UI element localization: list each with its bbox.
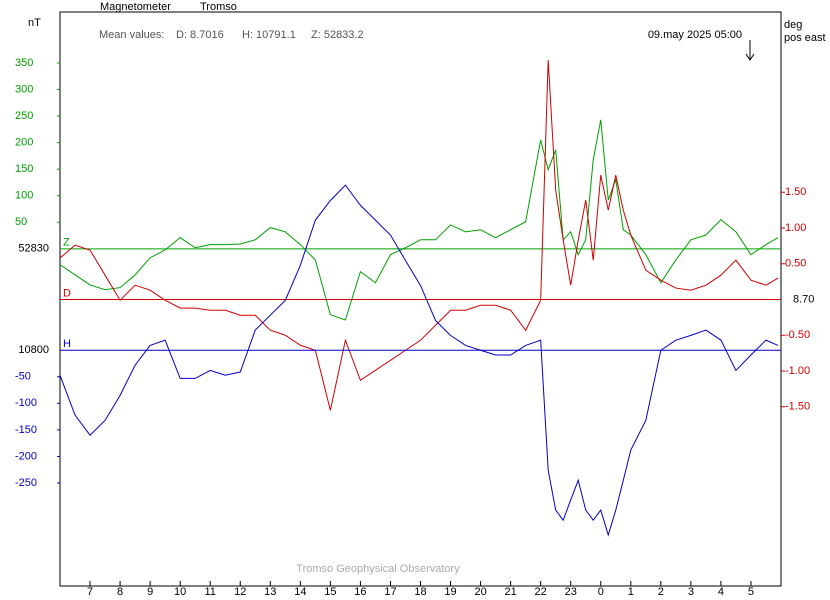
x-tick-label: 11 bbox=[204, 586, 215, 598]
series-line bbox=[59, 184, 779, 537]
station: Tromso bbox=[200, 1, 237, 13]
y-tick-label: 300 bbox=[15, 83, 33, 95]
y-tick-label: 150 bbox=[15, 163, 33, 175]
x-tick-label: 5 bbox=[748, 586, 754, 598]
y-tick-label: 250 bbox=[15, 110, 33, 122]
x-tick-label: 4 bbox=[718, 586, 724, 598]
y-tick-label: -50 bbox=[15, 371, 31, 383]
y2-tick-label: 1.00 bbox=[785, 222, 806, 234]
footer: Tromso Geophysical Observatory bbox=[296, 563, 460, 575]
y-tick-label: 100 bbox=[15, 190, 33, 202]
x-tick-label: 15 bbox=[324, 586, 336, 598]
series-name: H bbox=[63, 338, 71, 350]
series-line bbox=[59, 119, 779, 321]
x-tick-label: 21 bbox=[505, 586, 517, 598]
y-tick-label: 10800 bbox=[18, 344, 49, 356]
right-unit: deg bbox=[784, 19, 802, 31]
x-tick-label: 19 bbox=[444, 586, 456, 598]
x-tick-label: 8 bbox=[117, 586, 123, 598]
x-tick-label: 2 bbox=[658, 586, 664, 598]
right-unit: pos east bbox=[784, 32, 826, 44]
y2-tick-label: 8.70 bbox=[793, 293, 814, 305]
x-tick-label: 10 bbox=[174, 586, 186, 598]
y-tick-label: 350 bbox=[15, 57, 33, 69]
time-arrow bbox=[745, 40, 755, 61]
timestamp: 09.may 2025 05:00 bbox=[648, 29, 742, 41]
y-tick-label: 52830 bbox=[18, 243, 49, 255]
chart-title: Magnetometer bbox=[100, 1, 171, 13]
x-tick-label: 18 bbox=[414, 586, 426, 598]
series-name: D bbox=[63, 287, 71, 299]
y2-tick-label: 1.50 bbox=[785, 186, 806, 198]
x-tick-label: 3 bbox=[688, 586, 694, 598]
series-line bbox=[59, 59, 779, 411]
y-tick-label: -150 bbox=[15, 424, 37, 436]
x-tick-label: 17 bbox=[384, 586, 396, 598]
x-tick-label: 13 bbox=[264, 586, 276, 598]
y-tick-label: -200 bbox=[15, 450, 37, 462]
x-tick-label: 22 bbox=[535, 586, 547, 598]
x-tick-label: 12 bbox=[234, 586, 246, 598]
plot-frame bbox=[59, 11, 782, 587]
y2-tick-label: -1.50 bbox=[785, 401, 810, 413]
series-name: Z bbox=[63, 237, 70, 249]
y2-tick-label: -1.00 bbox=[785, 365, 810, 377]
y-tick-label: 50 bbox=[15, 216, 27, 228]
x-tick-label: 1 bbox=[628, 586, 634, 598]
y-tick-label: 200 bbox=[15, 137, 33, 149]
x-tick-label: 23 bbox=[565, 586, 577, 598]
mean-z: Z: 52833.2 bbox=[311, 29, 364, 41]
x-tick-label: 14 bbox=[294, 586, 306, 598]
x-tick-label: 20 bbox=[474, 586, 486, 598]
left-unit: nT bbox=[28, 17, 41, 29]
mean-h: H: 10791.1 bbox=[242, 29, 296, 41]
x-tick-label: 0 bbox=[598, 586, 604, 598]
y2-tick-label: -0.50 bbox=[785, 329, 810, 341]
x-tick-label: 7 bbox=[87, 586, 93, 598]
y-tick-label: -100 bbox=[15, 397, 37, 409]
mean-label: Mean values: bbox=[99, 29, 164, 41]
mean-d: D: 8.7016 bbox=[176, 29, 224, 41]
y2-tick-label: 0.50 bbox=[785, 258, 806, 270]
y-tick-label: -250 bbox=[15, 477, 37, 489]
x-tick-label: 9 bbox=[147, 586, 153, 598]
x-tick-label: 16 bbox=[354, 586, 366, 598]
